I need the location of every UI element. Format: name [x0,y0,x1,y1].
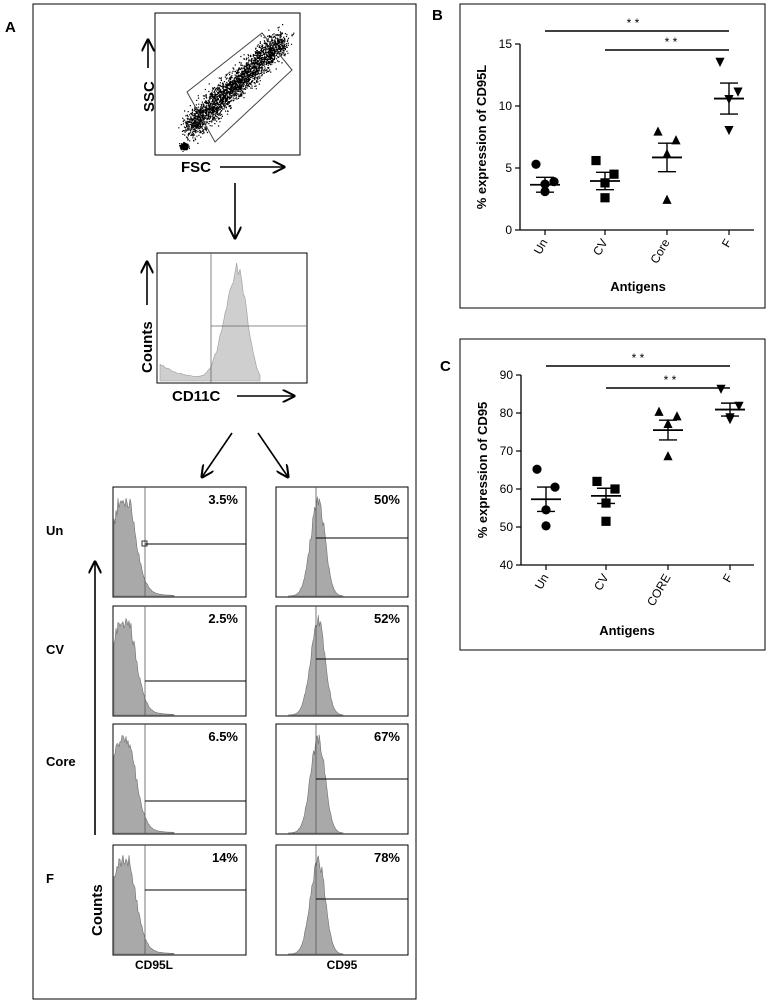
scatter-gate [186,32,293,143]
x-axis-title: Antigens [599,623,655,638]
cd95-percent: 52% [374,611,400,626]
cd95l-percent: 14% [212,850,238,865]
x-tick-label: Core [647,236,672,266]
histogram-row-label: Core [46,754,76,769]
ssc-fsc-plot: SSC FSC [141,12,301,176]
x-tick-label: Un [531,237,551,257]
data-point [600,193,610,203]
cd95-percent: 50% [374,492,400,507]
histogram-row-label: F [46,871,54,886]
gate-handle [141,540,148,547]
y-tick-label: 50 [500,520,514,534]
chart-b: 0 5 10 15 Un CV Core F * * * * % expression of CD9… [474,16,754,294]
flow-arrow-right [257,432,288,477]
cd95-histogram-box [275,486,409,598]
cd95l-histogram-fill [113,617,175,716]
data-point [734,401,744,411]
histogram-ylabel: Counts [89,884,106,936]
x-tick-label: F [719,237,735,250]
panel-b-border [459,3,766,309]
y-tick-label: 10 [499,99,513,113]
cd95l-percent: 6.5% [208,729,238,744]
y-tick-label: 0 [505,223,512,237]
cd95l-histogram-fill [113,498,175,597]
y-tick-label: 5 [505,161,512,175]
significance-label: * * [627,16,640,30]
scatter-ylabel: SSC [141,81,158,112]
data-point [654,406,664,416]
data-point [601,516,611,526]
data-point [610,484,620,494]
scatter-dots [178,24,295,152]
data-point [532,464,542,474]
cd11c-histogram: Counts CD11C [139,252,308,405]
data-point [672,411,682,421]
data-point [671,135,681,145]
histogram-col-label-cd95: CD95 [327,958,358,972]
data-point [531,159,541,169]
data-point [609,169,619,179]
cd95l-histogram-fill [113,855,175,955]
x-tick-label: CV [591,572,611,593]
y-axis-title: % expression of CD95 [475,402,490,539]
significance-label: * * [632,351,645,365]
cd11c-ylabel: Counts [139,321,156,373]
x-tick-label: F [720,572,736,585]
flow-arrow-left [202,432,233,477]
y-tick-label: 40 [500,558,514,572]
data-point [591,155,601,166]
panel-c-border [459,338,766,651]
data-point [592,476,602,486]
significance-label: * * [664,373,677,387]
data-point [653,126,663,136]
x-axis-title: Antigens [610,279,666,294]
y-tick-label: 15 [499,37,513,51]
cd95-histogram-box [275,605,409,717]
histogram-row-label: Un [46,523,63,538]
histogram-col-label-cd95l: CD95L [135,958,173,972]
data-point [541,521,551,531]
y-tick-label: 90 [500,368,514,382]
chart-c: 40 50 60 70 80 90 Un CV CORE F * * * * % expression … [475,351,754,638]
y-tick-label: 60 [500,482,514,496]
cd11c-xlabel: CD11C [172,388,221,405]
data-point [733,87,743,97]
panel-c-letter: C [440,358,451,375]
data-point [724,125,734,136]
x-tick-label: Un [532,572,552,592]
data-point [662,194,672,204]
cd95l-percent: 2.5% [208,611,238,626]
histogram-row-label: CV [46,642,64,657]
data-point [715,57,725,67]
panel-a-border [32,3,417,1000]
data-point [663,451,673,461]
x-tick-label: CV [590,237,610,258]
data-point [716,384,726,394]
y-tick-label: 70 [500,444,514,458]
y-axis-title: % expression of CD95L [474,65,489,210]
cd95-percent: 78% [374,850,400,865]
scatter-dot-cloud [178,24,295,152]
histogram-grid: Un 3.5% 50% CV 2.5% 52% Core 6.5% 67% F 14% 78% [46,486,409,956]
cd95-percent: 67% [374,729,400,744]
cd95-histogram-box [275,844,409,956]
x-tick-label: CORE [644,572,673,609]
panel-b-letter: B [432,7,443,24]
cd95l-histogram-fill [113,735,175,834]
scatter-xlabel: FSC [181,159,211,176]
panel-a-letter: A [5,19,16,36]
cd95l-percent: 3.5% [208,492,238,507]
data-point [725,415,735,425]
y-tick-label: 80 [500,406,514,420]
significance-label: * * [665,35,678,49]
